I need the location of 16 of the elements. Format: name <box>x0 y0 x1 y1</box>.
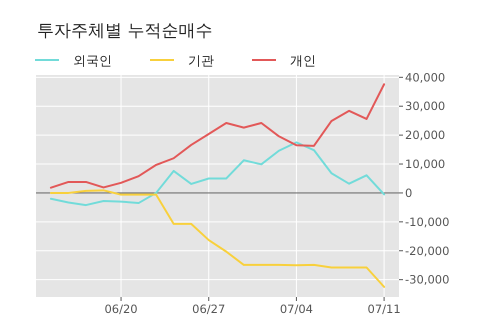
y-tick-label: 0 <box>405 186 412 200</box>
y-tick-label: -30,000 <box>405 272 450 287</box>
y-tick-label: 10,000 <box>405 157 446 172</box>
x-tick-label: 07/11 <box>368 302 401 316</box>
y-tick-label: 30,000 <box>405 99 446 114</box>
x-tick-label: 06/27 <box>192 302 226 316</box>
y-tick-label: -10,000 <box>405 214 450 229</box>
chart-title: 투자주체별 누적순매수 <box>37 21 212 41</box>
legend-label: 외국인 <box>73 54 112 69</box>
y-tick-label: 20,000 <box>405 128 446 142</box>
legend-label: 개인 <box>290 54 316 69</box>
legend-label: 기관 <box>188 54 214 69</box>
x-tick-label: 06/20 <box>104 302 138 316</box>
x-tick-label: 07/04 <box>280 302 313 316</box>
y-tick-label: -20,000 <box>405 244 450 258</box>
y-tick-label: 40,000 <box>405 70 446 84</box>
